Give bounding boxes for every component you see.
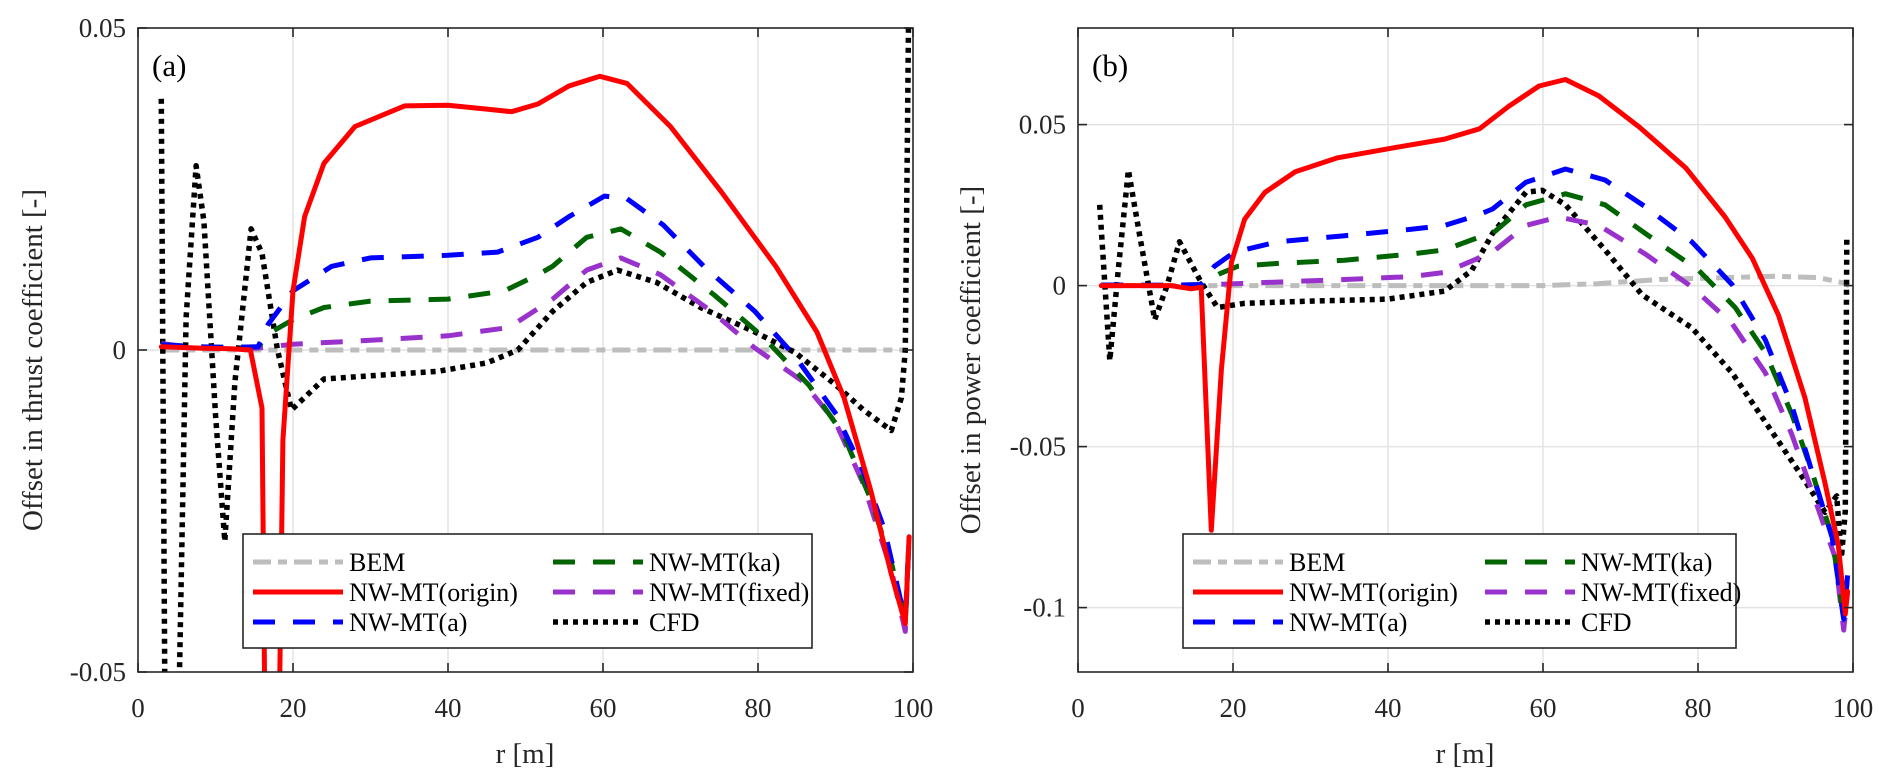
x-tick-label: 100: [893, 693, 934, 723]
series-line-cfd: [1096, 167, 1850, 561]
series-line-nw-mt-fixed: [1101, 214, 1851, 633]
x-tick-label: 20: [280, 693, 307, 723]
x-tick-labels: 0 20 40 60 80 100: [131, 693, 933, 723]
y-tick-label: 0.05: [79, 13, 126, 43]
y-axis-label: Offset in power coefficient [-]: [955, 186, 987, 534]
legend-label: NW-MT(origin): [349, 578, 518, 607]
legend-label: NW-MT(ka): [649, 548, 780, 577]
x-tick-label: 80: [1685, 693, 1712, 723]
legend-label: CFD: [1581, 608, 1632, 637]
x-axis-label: r [m]: [1436, 738, 1495, 770]
series-layer: [158, 28, 912, 672]
legend-label: NW-MT(ka): [1581, 548, 1712, 577]
x-tick-label: 0: [131, 693, 145, 723]
panel-b-power: 0 20 40 60 80 100 -0.1 -0.05 0 0.05 (b) r [m] Of…: [955, 27, 1873, 770]
legend-label: NW-MT(a): [1289, 608, 1407, 637]
x-tick-label: 100: [1833, 693, 1874, 723]
series-line-nw-mt-a: [1101, 166, 1851, 622]
x-axis-label: r [m]: [496, 738, 555, 770]
legend-label: NW-MT(a): [349, 608, 467, 637]
series-line-nw-mt-a: [161, 193, 912, 623]
series-line-nw-mt-origin: [158, 73, 912, 672]
y-tick-label: 0: [113, 335, 127, 365]
panel-label: (b): [1092, 48, 1128, 83]
y-tick-label: -0.05: [1010, 432, 1066, 462]
x-tick-labels: 0 20 40 60 80 100: [1071, 693, 1873, 723]
x-tick-label: 0: [1071, 693, 1085, 723]
series-line-bem: [1101, 273, 1851, 289]
legend-label: BEM: [349, 548, 405, 577]
x-tick-label: 40: [1375, 693, 1402, 723]
legend-label: CFD: [649, 608, 700, 637]
series-line-cfd: [158, 28, 912, 672]
x-tick-label: 80: [745, 693, 772, 723]
y-tick-label: -0.05: [70, 657, 126, 687]
legend-label: NW-MT(fixed): [649, 578, 809, 607]
axis-ticks: [137, 27, 914, 673]
axes-frame: [1077, 27, 1854, 673]
y-tick-label: -0.1: [1023, 593, 1066, 623]
legend: BEM NW-MT(ka) NW-MT(origin) NW-MT(fixed) NW-…: [1182, 533, 1741, 649]
legend-label: BEM: [1289, 548, 1345, 577]
axis-ticks: [1077, 28, 1854, 672]
y-tick-label: 0: [1053, 271, 1067, 301]
legend-label: NW-MT(origin): [1289, 578, 1458, 607]
legend: BEM NW-MT(ka) NW-MT(origin) NW-MT(fixed) NW-…: [242, 533, 813, 649]
y-tick-label: 0.05: [1019, 110, 1066, 140]
series-line-nw-mt-ka: [161, 226, 912, 623]
panel-label: (a): [152, 48, 186, 83]
x-tick-label: 20: [1220, 693, 1247, 723]
series-line-nw-mt-ka: [1101, 191, 1851, 622]
x-tick-label: 40: [435, 693, 462, 723]
series-line-nw-mt-origin: [1098, 77, 1851, 617]
y-axis-label: Offset in thrust coefficient [-]: [17, 189, 49, 531]
x-tick-label: 60: [1530, 693, 1557, 723]
series-layer: [1096, 77, 1851, 633]
legend-label: NW-MT(fixed): [1581, 578, 1741, 607]
series-line-nw-mt-fixed: [161, 255, 912, 634]
y-tick-labels: -0.05 0 0.05: [70, 13, 126, 687]
y-tick-labels: -0.1 -0.05 0 0.05: [1010, 110, 1066, 623]
x-tick-label: 60: [590, 693, 617, 723]
